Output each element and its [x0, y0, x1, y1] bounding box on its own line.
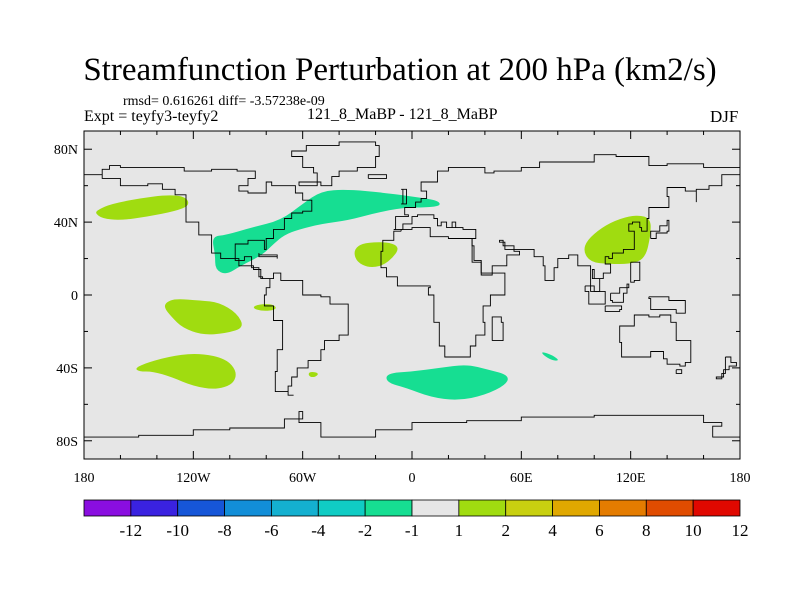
- rmsd-stats-label: rmsd= 0.616261 diff= -3.57238e-09: [123, 94, 325, 109]
- contour-region-n-pacific-positive: [96, 195, 189, 220]
- coastline-segment-9: [584, 285, 606, 305]
- colorbar-swatch: [599, 499, 647, 517]
- season-label: DJF: [710, 107, 739, 126]
- coastline-group: [84, 141, 740, 441]
- colorbar-swatch: [692, 499, 741, 517]
- colorbar-level-label: -12: [120, 521, 143, 540]
- y-tick-label: 80N: [54, 143, 78, 158]
- coastline-segment-17: [630, 261, 641, 283]
- y-tick-label: 40S: [56, 362, 78, 377]
- coastline-segment-11: [610, 283, 630, 303]
- x-tick-label: 120E: [616, 471, 646, 486]
- coastline-segment-16: [258, 253, 278, 259]
- colorbar-swatch: [224, 499, 272, 517]
- contour-region-tropical-pacific-positive: [164, 299, 242, 335]
- colorbar-level-label: -8: [217, 521, 231, 540]
- colorbar-swatch: [411, 499, 460, 517]
- colorbar-level-label: 10: [685, 521, 702, 540]
- colorbar-swatch: [645, 499, 694, 517]
- coastline-segment-12: [648, 296, 686, 314]
- chart-title: Streamfunction Perturbation at 200 hPa (…: [83, 52, 717, 88]
- colorbar-level-label: 6: [595, 521, 604, 540]
- coastline-segment-13: [650, 219, 670, 239]
- contour-region-n-atlantic-negative: [213, 189, 440, 274]
- colorbar-level-label: -2: [358, 521, 372, 540]
- coastline-segment-15: [367, 174, 387, 179]
- y-tick-label: 40N: [54, 216, 78, 231]
- axes-group: 180 120W 60W 0 60E 120E 180 80N 40N 0 40S 80S: [54, 131, 751, 486]
- colorbar-level-label: 1: [455, 521, 464, 540]
- colorbar-level-label: -10: [166, 521, 189, 540]
- colorbar: -12 -10 -8 -6 -4 -2 -1 1 2 4 6 8 10 12: [83, 499, 749, 540]
- coastline-segment-14: [401, 188, 407, 205]
- colorbar-swatch: [271, 499, 319, 517]
- contour-region-southern-ocean-negative: [386, 365, 508, 400]
- x-tick-label: 60E: [510, 471, 533, 486]
- coastline-segment-7: [675, 369, 683, 374]
- y-tick-label: 0: [71, 289, 78, 304]
- x-tick-label: 120W: [176, 471, 211, 486]
- colorbar-swatch: [130, 499, 179, 517]
- x-tick-label: 0: [409, 471, 416, 486]
- coastline-segment-3: [393, 174, 740, 292]
- x-tick-label: 60W: [289, 471, 317, 486]
- experiment-label: Expt = teyfy3-teyfy2: [84, 108, 219, 125]
- map-background: [84, 131, 740, 459]
- colorbar-swatch: [83, 499, 132, 517]
- coastline-segment-1: [291, 141, 380, 187]
- colorbar-level-label: 4: [548, 521, 557, 540]
- colorbar-level-label: 8: [642, 521, 651, 540]
- contour-fill-group: [96, 189, 651, 400]
- colorbar-level-label: -1: [405, 521, 419, 540]
- coastline-segment-6: [619, 314, 692, 367]
- coastline-segment-2: [393, 154, 740, 230]
- coastline-segment-0: [84, 165, 349, 396]
- colorbar-level-label: -4: [311, 521, 326, 540]
- chart-subtitle: 121_8_MaBP - 121_8_MaBP: [307, 106, 498, 123]
- colorbar-swatch: [505, 499, 553, 517]
- colorbar-level-label: 12: [732, 521, 749, 540]
- colorbar-level-label: 2: [501, 521, 510, 540]
- contour-region-east-asia-positive: [584, 215, 651, 264]
- x-tick-label: 180: [730, 471, 751, 486]
- coastline-segment-4: [380, 227, 506, 358]
- coastline-segment-10: [604, 305, 623, 312]
- colorbar-level-label: -6: [264, 521, 278, 540]
- colorbar-swatch: [364, 499, 413, 517]
- colorbar-swatch: [317, 499, 366, 517]
- colorbar-swatch: [552, 499, 600, 517]
- coastline-segment-18: [84, 411, 740, 441]
- colorbar-swatch: [458, 499, 507, 517]
- coastline-segment-5: [491, 316, 504, 342]
- y-tick-label: 80S: [56, 435, 78, 450]
- x-tick-label: 180: [74, 471, 95, 486]
- coastline-segment-8: [715, 356, 737, 380]
- colorbar-swatch: [177, 499, 225, 517]
- contour-region-indian-ocean-negative: [542, 352, 558, 361]
- contour-region-mediterranean-positive: [354, 242, 398, 268]
- contour-region-s-atlantic-positive-dot: [308, 371, 318, 377]
- contour-region-s-pacific-positive: [136, 353, 236, 389]
